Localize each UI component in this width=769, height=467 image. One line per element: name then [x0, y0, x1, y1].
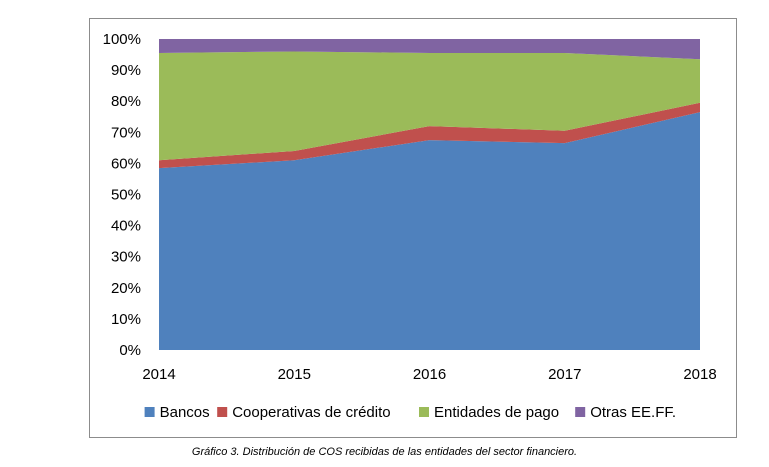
chart-frame	[89, 18, 737, 438]
y-tick-label: 30%	[111, 249, 141, 266]
y-tick-label: 50%	[111, 187, 141, 204]
figure-caption: Gráfico 3. Distribución de COS recibidas…	[191, 446, 578, 458]
y-tick-label: 20%	[111, 280, 141, 297]
area-series-group	[159, 39, 700, 351]
legend-label: Bancos	[160, 404, 210, 421]
y-tick-label: 100%	[103, 31, 141, 48]
area-entidades-de-pago	[159, 51, 700, 161]
area-otras-ee-ff	[159, 39, 700, 60]
y-tick-label: 80%	[111, 93, 141, 110]
legend-swatch	[419, 407, 429, 417]
y-tick-label: 40%	[111, 218, 141, 235]
legend: Bancos Cooperativas de crédito Entidades d…	[144, 404, 676, 421]
y-tick-label: 0%	[119, 342, 141, 359]
y-tick-label: 70%	[111, 124, 141, 141]
y-axis-tick-labels: 0% 10% 20% 30% 40% 50% 60% 70% 80% 90% 100%	[103, 31, 141, 359]
x-axis-tick-labels: 2014 2015 2016 2017 2018	[142, 366, 716, 383]
y-tick-label: 90%	[111, 62, 141, 79]
x-tick-label: 2016	[413, 366, 446, 383]
legend-swatch	[217, 407, 228, 417]
area-bancos	[159, 112, 700, 351]
x-tick-label: 2017	[548, 366, 581, 383]
stacked-area-chart: 0%10%20%30%40%50%60%70%80%90%100% 2014 20…	[103, 31, 717, 421]
legend-label: Entidades de pago	[434, 404, 559, 421]
x-tick-label: 2018	[683, 366, 716, 383]
area-cooperativas-de-cr-dito	[159, 102, 700, 169]
x-tick-label: 2014	[142, 366, 175, 383]
legend-label: Otras EE.FF.	[590, 404, 676, 421]
y-tick-label: 10%	[111, 311, 141, 328]
legend-swatch	[575, 407, 586, 417]
legend-swatch	[144, 407, 155, 417]
y-tick-label: 60%	[111, 155, 141, 172]
x-tick-label: 2015	[278, 366, 311, 383]
legend-label: Cooperativas de crédito	[232, 404, 390, 421]
